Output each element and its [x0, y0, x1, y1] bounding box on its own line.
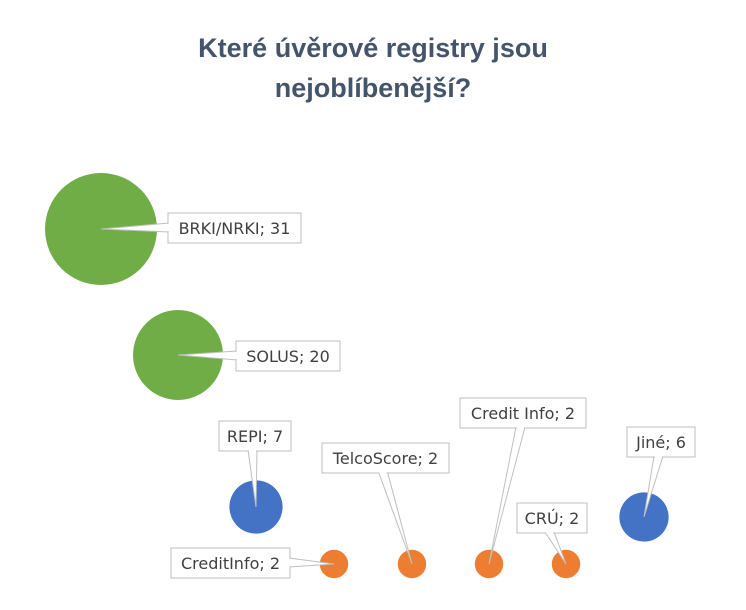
callout-brki-nrki: BRKI/NRKI; 31 — [100, 212, 302, 244]
chart-title: Které úvěrové registry jsou nejoblíbeněj… — [0, 28, 746, 108]
data-label-creditinfo: CreditInfo; 2 — [181, 554, 280, 573]
callout-seam-solus — [235, 352, 238, 359]
callout-seam-repi — [249, 449, 256, 452]
callout-box-repi — [218, 420, 292, 452]
callout-credit-info: Credit Info; 2 — [459, 397, 587, 565]
callout-box-solus — [235, 340, 341, 372]
data-label-credit-info: Credit Info; 2 — [471, 404, 575, 423]
callouts-layer: BRKI/NRKI; 31 SOLUS; 20 REPI; 7 Jiné; 6 Cred… — [100, 212, 696, 579]
callout-box-credit-info — [459, 397, 587, 429]
callout-seam-cru — [546, 531, 553, 534]
data-label-cru: CRÚ; 2 — [525, 509, 580, 528]
callout-pointer-telcoscore — [377, 471, 413, 565]
callout-repi: REPI; 7 — [218, 420, 292, 508]
data-label-jine: Jiné; 6 — [635, 433, 686, 452]
callout-box-cru — [516, 502, 588, 534]
data-label-solus: SOLUS; 20 — [246, 347, 330, 366]
callout-seam-jine — [655, 455, 662, 458]
callout-jine: Jiné; 6 — [626, 426, 696, 518]
data-label-repi: REPI; 7 — [227, 427, 283, 446]
callout-box-creditinfo — [170, 547, 291, 579]
callout-box-jine — [626, 426, 696, 458]
callout-cru: CRÚ; 2 — [516, 502, 588, 565]
callout-seam-brki-nrki — [167, 224, 170, 231]
callout-seam-credit-info — [517, 426, 524, 429]
chart-title-line-2: nejoblíbenější? — [274, 73, 472, 103]
callout-seam-creditinfo — [288, 559, 291, 566]
callout-pointer-credit-info — [488, 426, 526, 565]
callout-creditinfo: CreditInfo; 2 — [170, 547, 335, 579]
chart-title-line-1: Které úvěrové registry jsou — [198, 33, 548, 63]
callout-telcoscore: TelcoScore; 2 — [321, 442, 450, 565]
callout-solus: SOLUS; 20 — [177, 340, 341, 372]
data-label-brki-nrki: BRKI/NRKI; 31 — [179, 219, 291, 238]
data-label-telcoscore: TelcoScore; 2 — [332, 449, 438, 468]
callout-seam-telcoscore — [379, 471, 387, 474]
